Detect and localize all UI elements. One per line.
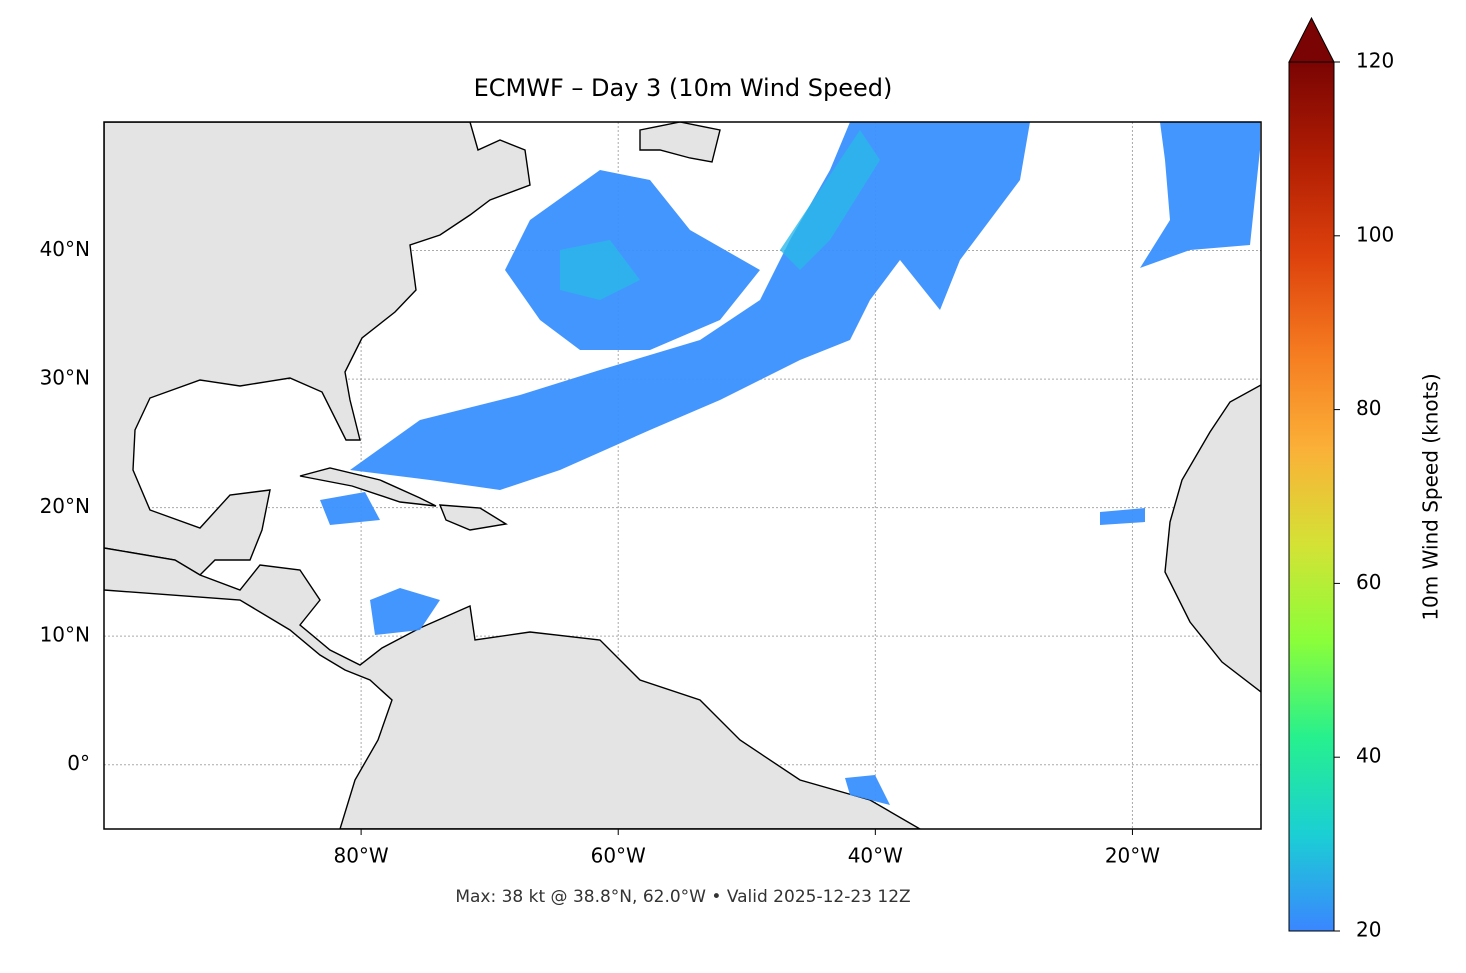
colorbar-tick-label: 40 bbox=[1356, 744, 1381, 768]
footer: Max: 38 kt @ 38.8°N, 62.0°W • Valid 2025… bbox=[455, 887, 910, 907]
colorbar-tick-label: 80 bbox=[1356, 396, 1381, 420]
x-tick-label: 80°W bbox=[333, 844, 388, 868]
cuba bbox=[299, 467, 437, 507]
y-tick-label: 20°N bbox=[40, 494, 90, 518]
x-tick-label: 20°W bbox=[1105, 844, 1160, 868]
colorbar bbox=[1288, 61, 1335, 932]
y-tick-label: 0° bbox=[67, 751, 90, 775]
y-tick-label: 30°N bbox=[40, 366, 90, 390]
x-tick-label: 60°W bbox=[591, 844, 646, 868]
map-layer bbox=[104, 122, 1261, 829]
map-title: ECMWF – Day 3 (10m Wind Speed) bbox=[474, 74, 893, 102]
wind-area bbox=[1100, 508, 1145, 525]
newfoundland bbox=[639, 122, 721, 163]
wind-area bbox=[320, 492, 380, 525]
africa bbox=[1164, 384, 1261, 693]
wind-area bbox=[845, 775, 890, 805]
hispaniola bbox=[438, 504, 508, 531]
wind-area bbox=[1140, 122, 1260, 268]
y-tick-label: 40°N bbox=[40, 237, 90, 261]
wind-core bbox=[560, 130, 880, 300]
colorbar-tick-label: 120 bbox=[1356, 49, 1394, 73]
colorbar-extend bbox=[1288, 16, 1335, 63]
x-tick-label: 40°W bbox=[848, 844, 903, 868]
north-america bbox=[104, 122, 531, 576]
plot-frame bbox=[103, 121, 1262, 830]
wind-area bbox=[350, 122, 1030, 490]
colorbar-tick-label: 100 bbox=[1356, 222, 1394, 246]
wind-area bbox=[370, 588, 440, 635]
colorbar-tick-label: 60 bbox=[1356, 570, 1381, 594]
y-tick-label: 10°N bbox=[40, 623, 90, 647]
central-south-america bbox=[104, 547, 922, 829]
colorbar-tick-label: 20 bbox=[1356, 918, 1381, 942]
colorbar-label: 10m Wind Speed (knots) bbox=[1419, 373, 1443, 620]
wind-area bbox=[505, 170, 760, 350]
